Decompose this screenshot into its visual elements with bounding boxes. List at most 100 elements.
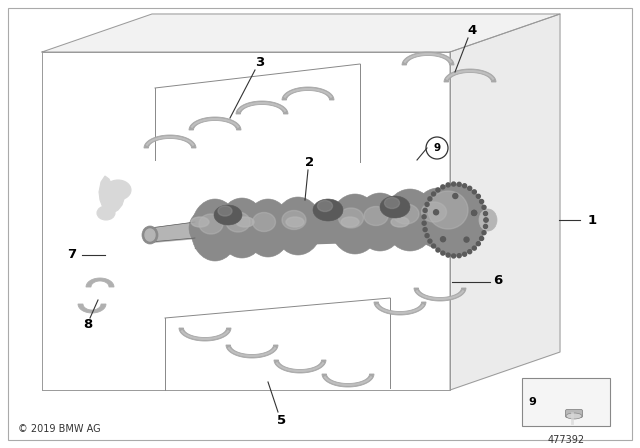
Text: 5: 5 bbox=[277, 414, 287, 426]
Circle shape bbox=[468, 250, 472, 254]
Text: 9: 9 bbox=[433, 143, 440, 153]
Polygon shape bbox=[86, 278, 114, 287]
Circle shape bbox=[440, 237, 445, 242]
Text: 6: 6 bbox=[493, 273, 502, 287]
Text: © 2019 BMW AG: © 2019 BMW AG bbox=[18, 424, 100, 434]
Ellipse shape bbox=[356, 193, 404, 251]
Ellipse shape bbox=[384, 189, 436, 251]
Polygon shape bbox=[402, 52, 454, 65]
Circle shape bbox=[452, 194, 458, 198]
Circle shape bbox=[484, 218, 488, 222]
Circle shape bbox=[483, 211, 488, 215]
Ellipse shape bbox=[145, 229, 155, 241]
Ellipse shape bbox=[341, 217, 359, 227]
Polygon shape bbox=[282, 87, 334, 100]
Ellipse shape bbox=[339, 213, 361, 243]
Ellipse shape bbox=[218, 206, 232, 216]
Text: 3: 3 bbox=[255, 56, 264, 69]
Circle shape bbox=[479, 237, 484, 241]
Ellipse shape bbox=[97, 206, 115, 220]
Ellipse shape bbox=[284, 213, 306, 243]
Circle shape bbox=[428, 197, 432, 201]
Circle shape bbox=[457, 254, 461, 258]
Circle shape bbox=[425, 202, 429, 207]
Circle shape bbox=[482, 205, 486, 209]
Circle shape bbox=[464, 237, 469, 242]
Circle shape bbox=[422, 215, 426, 219]
Circle shape bbox=[452, 254, 456, 258]
Circle shape bbox=[468, 186, 472, 190]
Polygon shape bbox=[226, 345, 278, 358]
Ellipse shape bbox=[189, 213, 211, 243]
Polygon shape bbox=[236, 101, 288, 114]
Ellipse shape bbox=[226, 212, 250, 232]
Polygon shape bbox=[374, 302, 426, 315]
Ellipse shape bbox=[245, 199, 291, 257]
Ellipse shape bbox=[234, 213, 256, 243]
Circle shape bbox=[479, 199, 484, 203]
Circle shape bbox=[436, 188, 440, 192]
Ellipse shape bbox=[422, 202, 447, 222]
Text: 4: 4 bbox=[467, 23, 477, 36]
Ellipse shape bbox=[313, 199, 343, 221]
Circle shape bbox=[436, 248, 440, 252]
Circle shape bbox=[422, 221, 426, 225]
Ellipse shape bbox=[214, 205, 242, 225]
Polygon shape bbox=[42, 52, 450, 390]
Text: 2: 2 bbox=[305, 155, 315, 168]
Circle shape bbox=[423, 228, 427, 232]
Circle shape bbox=[431, 192, 436, 196]
Bar bbox=[522, 378, 610, 426]
Circle shape bbox=[433, 210, 438, 215]
Polygon shape bbox=[144, 135, 196, 148]
Ellipse shape bbox=[282, 211, 306, 229]
Ellipse shape bbox=[286, 217, 304, 227]
Circle shape bbox=[463, 184, 467, 188]
Polygon shape bbox=[107, 190, 120, 213]
Ellipse shape bbox=[191, 199, 239, 261]
Circle shape bbox=[472, 211, 477, 215]
Text: 9: 9 bbox=[528, 397, 536, 407]
Ellipse shape bbox=[380, 196, 410, 218]
Circle shape bbox=[463, 252, 467, 256]
Polygon shape bbox=[179, 328, 231, 341]
Polygon shape bbox=[42, 14, 560, 52]
Ellipse shape bbox=[317, 201, 333, 211]
Circle shape bbox=[446, 253, 450, 257]
Circle shape bbox=[476, 241, 481, 246]
Ellipse shape bbox=[393, 204, 419, 224]
Polygon shape bbox=[444, 69, 496, 82]
Circle shape bbox=[476, 194, 481, 198]
Ellipse shape bbox=[385, 198, 399, 208]
Text: 1: 1 bbox=[588, 214, 596, 227]
Circle shape bbox=[423, 208, 427, 212]
Ellipse shape bbox=[199, 214, 223, 234]
Ellipse shape bbox=[330, 194, 380, 254]
Circle shape bbox=[484, 218, 488, 222]
Ellipse shape bbox=[424, 184, 486, 256]
Circle shape bbox=[472, 211, 477, 215]
Polygon shape bbox=[274, 360, 326, 373]
Circle shape bbox=[446, 183, 450, 187]
Circle shape bbox=[483, 224, 488, 228]
Polygon shape bbox=[450, 14, 560, 390]
Ellipse shape bbox=[391, 217, 409, 227]
Ellipse shape bbox=[428, 191, 468, 229]
Circle shape bbox=[457, 182, 461, 186]
Ellipse shape bbox=[339, 208, 364, 228]
Polygon shape bbox=[99, 176, 125, 213]
Circle shape bbox=[441, 185, 445, 189]
Text: 8: 8 bbox=[83, 319, 93, 332]
Circle shape bbox=[431, 244, 436, 248]
Ellipse shape bbox=[364, 207, 388, 225]
Ellipse shape bbox=[479, 209, 497, 231]
Ellipse shape bbox=[413, 188, 463, 248]
Circle shape bbox=[425, 233, 429, 237]
Circle shape bbox=[441, 251, 445, 255]
Text: 477392: 477392 bbox=[547, 435, 584, 445]
Circle shape bbox=[452, 182, 456, 186]
Circle shape bbox=[472, 246, 476, 250]
Polygon shape bbox=[322, 374, 374, 387]
Ellipse shape bbox=[191, 217, 209, 227]
Circle shape bbox=[482, 231, 486, 235]
